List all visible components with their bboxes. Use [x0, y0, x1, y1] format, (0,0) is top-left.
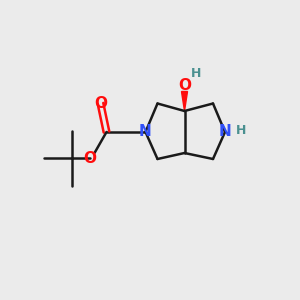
Text: H: H — [236, 124, 247, 137]
Text: H: H — [191, 67, 202, 80]
Text: O: O — [178, 78, 191, 93]
Text: N: N — [139, 124, 152, 140]
Polygon shape — [182, 92, 188, 111]
Text: O: O — [94, 96, 107, 111]
Text: O: O — [83, 151, 97, 166]
Text: N: N — [219, 124, 231, 140]
